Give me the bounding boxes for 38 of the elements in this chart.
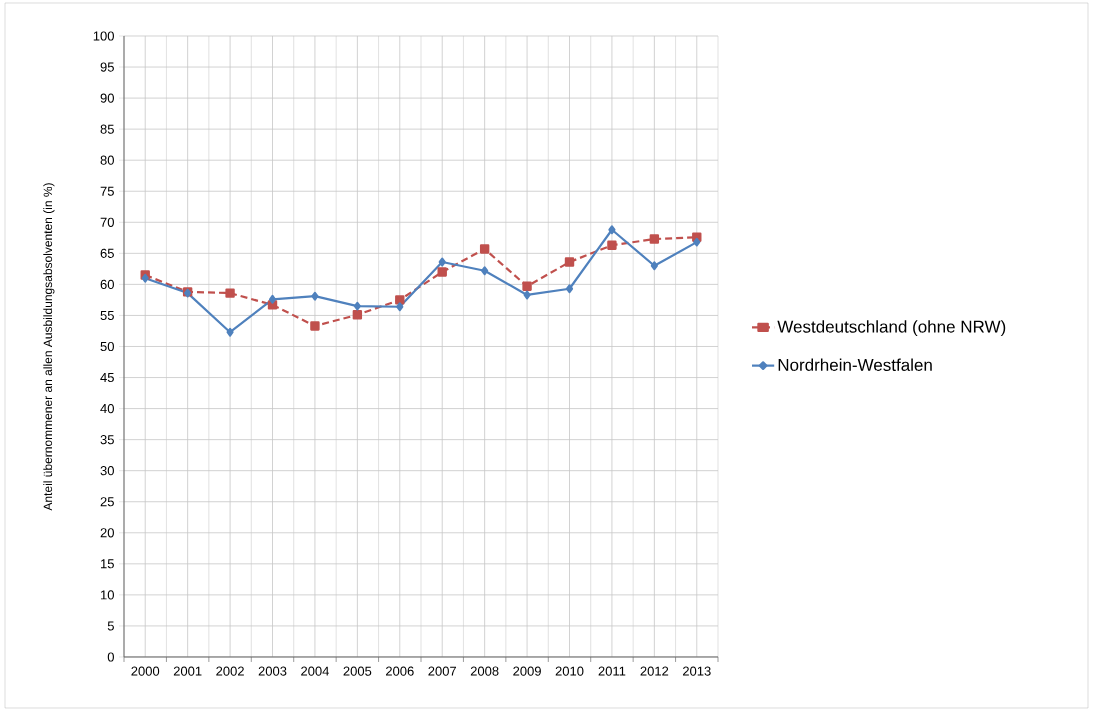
x-tick-label: 2000 bbox=[131, 666, 160, 676]
y-tick-label: 10 bbox=[101, 590, 114, 600]
y-tick-label: 60 bbox=[100, 279, 114, 289]
y-tick-label: 70 bbox=[100, 217, 114, 227]
y-tick-label: 80 bbox=[100, 155, 114, 165]
x-tick-label: 2004 bbox=[301, 666, 330, 676]
y-tick-label: 35 bbox=[100, 435, 114, 445]
y-tick-label: 45 bbox=[100, 373, 114, 383]
x-tick-label: 2011 bbox=[598, 666, 626, 676]
legend-label: Nordrhein-Westfalen bbox=[778, 358, 932, 371]
x-tick-label: 2009 bbox=[513, 666, 541, 676]
x-tick-label: 2007 bbox=[428, 666, 457, 676]
y-tick-label: 25 bbox=[100, 497, 114, 507]
y-tick-label: 50 bbox=[100, 341, 114, 352]
y-tick-label: 0 bbox=[107, 652, 114, 662]
y-tick-label: 65 bbox=[100, 248, 114, 258]
x-tick-label: 2005 bbox=[343, 666, 372, 676]
x-tick-label: 2001 bbox=[173, 666, 202, 676]
y-tick-label: 15 bbox=[101, 559, 114, 569]
y-tick-label: 95 bbox=[100, 62, 114, 72]
y-tick-label: 100 bbox=[93, 31, 114, 41]
y-tick-label: 20 bbox=[100, 528, 114, 538]
y-tick-label: 55 bbox=[100, 310, 114, 320]
y-tick-label: 85 bbox=[100, 124, 114, 134]
x-tick-label: 2002 bbox=[216, 666, 244, 676]
x-tick-label: 2013 bbox=[682, 666, 711, 676]
x-tick-label: 2012 bbox=[640, 666, 669, 676]
y-axis-title: Anteil übernommener an allen Ausbildungsabsolventen (in %) bbox=[43, 183, 55, 511]
y-tick-label: 30 bbox=[100, 466, 114, 476]
x-tick-label: 2010 bbox=[555, 666, 584, 676]
y-tick-label: 5 bbox=[107, 621, 114, 631]
x-tick-label: 2008 bbox=[470, 666, 499, 676]
y-tick-label: 90 bbox=[100, 93, 114, 103]
legend-label: Westdeutschland (ohne NRW) bbox=[777, 320, 1006, 337]
y-tick-label: 75 bbox=[100, 186, 114, 196]
y-tick-label: 40 bbox=[100, 403, 114, 414]
x-tick-label: 2003 bbox=[258, 666, 287, 676]
x-tick-label: 2006 bbox=[385, 666, 414, 676]
